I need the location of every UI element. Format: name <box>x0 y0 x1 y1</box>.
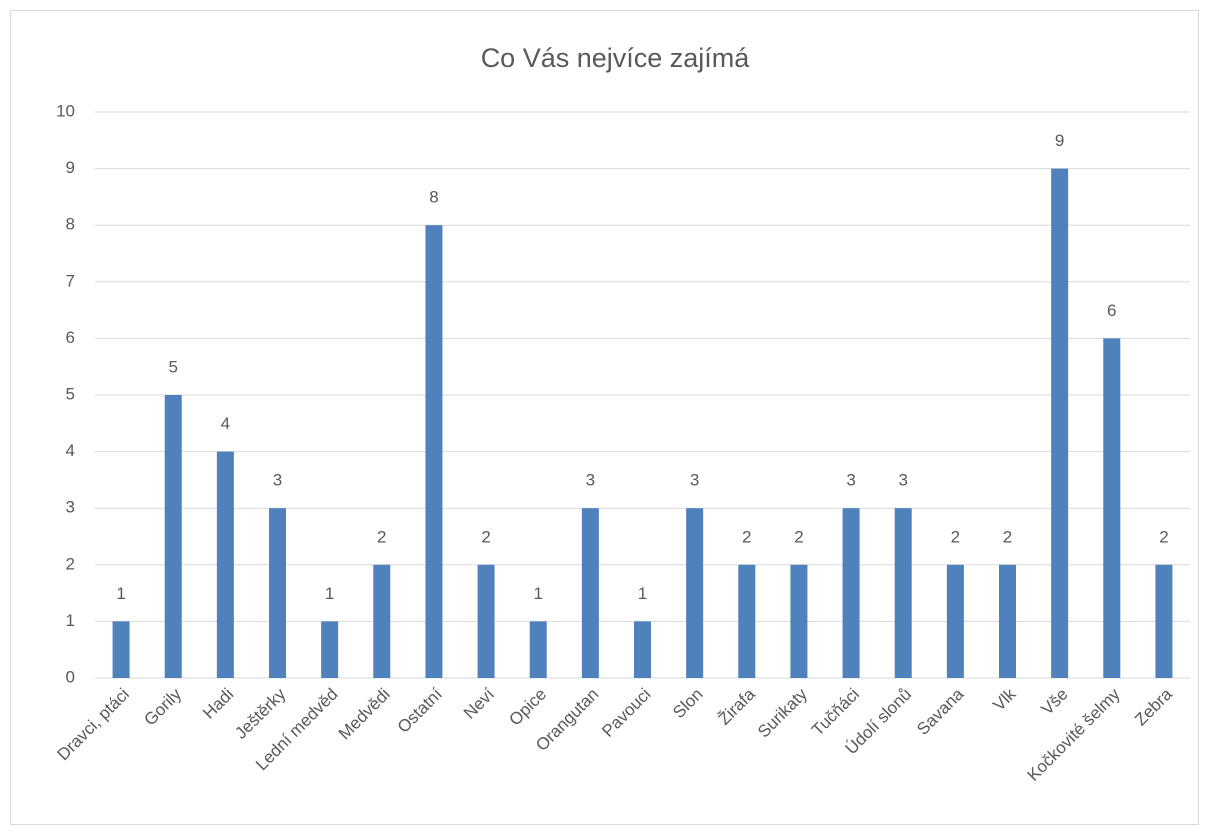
bar <box>216 451 234 678</box>
bar <box>946 564 964 678</box>
y-tick-label: 3 <box>66 498 75 517</box>
bar <box>842 508 860 678</box>
y-tick-label: 7 <box>66 271 75 290</box>
bar <box>634 621 651 678</box>
data-label: 2 <box>742 527 751 546</box>
bar <box>425 225 443 678</box>
chart-title: Co Vás nejvíce zajímá <box>481 43 751 73</box>
data-label: 3 <box>690 471 699 490</box>
data-label: 9 <box>1055 131 1064 150</box>
data-label: 2 <box>377 527 386 546</box>
y-tick-label: 10 <box>56 101 75 120</box>
data-label: 2 <box>951 527 960 546</box>
data-label: 1 <box>533 584 542 603</box>
bar <box>1103 338 1121 678</box>
data-label: 3 <box>273 471 282 490</box>
data-label: 1 <box>638 584 647 603</box>
data-label: 3 <box>586 471 595 490</box>
bar <box>1051 168 1069 678</box>
y-tick-label: 4 <box>66 441 75 460</box>
data-label: 3 <box>846 471 855 490</box>
chart-border <box>10 10 1199 825</box>
bar <box>894 508 912 678</box>
data-label: 3 <box>898 471 907 490</box>
bar <box>164 395 182 678</box>
bar <box>1155 564 1173 678</box>
bar <box>999 564 1016 678</box>
bar <box>686 508 704 678</box>
bar <box>373 564 391 678</box>
data-label: 1 <box>116 584 125 603</box>
bar <box>321 621 339 678</box>
data-label: 2 <box>481 527 490 546</box>
bar <box>477 564 495 678</box>
data-label: 2 <box>1159 527 1168 546</box>
data-label: 8 <box>429 188 438 207</box>
bar <box>529 621 547 678</box>
data-label: 6 <box>1107 301 1116 320</box>
y-tick-label: 9 <box>66 158 75 177</box>
data-label: 4 <box>221 414 230 433</box>
data-label: 1 <box>325 584 334 603</box>
y-tick-label: 2 <box>66 554 75 573</box>
bar <box>581 508 599 678</box>
data-label: 2 <box>794 527 803 546</box>
bar <box>738 564 756 678</box>
y-tick-label: 1 <box>66 611 75 630</box>
bar <box>269 508 286 678</box>
y-tick-label: 8 <box>66 215 75 234</box>
data-label: 5 <box>168 357 177 376</box>
bar <box>790 564 808 678</box>
y-tick-label: 0 <box>66 667 75 686</box>
data-label: 2 <box>1003 527 1012 546</box>
y-tick-label: 6 <box>66 328 75 347</box>
y-tick-label: 5 <box>66 384 75 403</box>
bar <box>112 621 130 678</box>
